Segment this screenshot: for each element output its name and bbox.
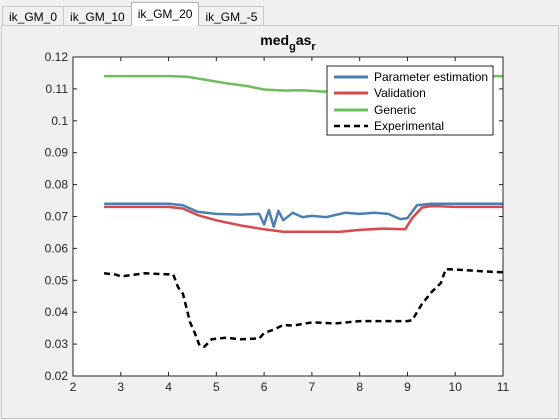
y-tick-label: 0.06 [45,241,69,255]
legend: Parameter estimation Validation Generic … [326,65,494,136]
x-tick-label: 6 [261,380,268,394]
x-tick-label: 4 [165,380,172,394]
y-tick-label: 0.1 [51,114,68,128]
title-sub2: r [311,41,316,53]
title-base: med [260,32,289,48]
x-tick-label: 8 [356,380,363,394]
title-sub1: g [289,41,296,53]
x-tick-label: 11 [497,380,510,394]
x-tick-label: 2 [70,380,77,394]
legend-label-experimental: Experimental [374,119,444,133]
y-tick-label: 0.08 [45,178,69,192]
series-line-experimental [103,267,504,348]
x-tick-label: 3 [117,380,124,394]
y-tick-label: 0.02 [45,369,69,383]
x-tick-label: 5 [213,380,220,394]
tab-bar: ik_GM_0 ik_GM_10 ik_GM_20 ik_GM_-5 [0,0,560,26]
title-mid: as [296,32,312,48]
x-tick-label: 9 [404,380,411,394]
y-tick-label: 0.11 [46,82,69,96]
tab-ik-gm-20[interactable]: ik_GM_20 [130,2,200,26]
tab-ik-gm-minus5[interactable]: ik_GM_-5 [198,6,265,26]
y-tick-label: 0.04 [45,305,69,319]
tab-ik-gm-10[interactable]: ik_GM_10 [63,6,132,26]
x-tick-label: 10 [449,380,463,394]
y-tick-label: 0.07 [45,210,69,224]
legend-label-generic: Generic [374,103,416,117]
y-tick-label: 0.03 [45,337,69,351]
series-line-validation [104,204,503,234]
x-tick-label: 7 [309,380,316,394]
y-tick-label: 0.09 [45,146,69,160]
legend-label-parameter-estimation: Parameter estimation [374,70,488,84]
chart-title: medgasr [260,32,316,53]
series-line-parameter-estimation [104,202,503,228]
tab-ik-gm-0[interactable]: ik_GM_0 [2,6,65,26]
ticks-layer: 2 3 4 5 6 7 8 9 10 11 0.02 0.03 0.04 0.05 0.06 0.07 0.08… [45,50,510,394]
legend-label-validation: Validation [374,86,426,100]
y-tick-label: 0.05 [45,273,69,287]
y-tick-label: 0.12 [45,50,69,64]
